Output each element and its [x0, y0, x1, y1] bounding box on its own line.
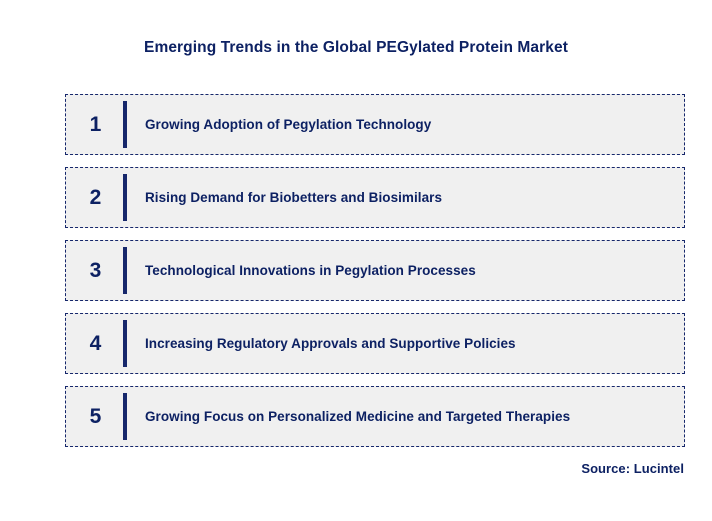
- trend-label: Growing Focus on Personalized Medicine a…: [145, 408, 571, 424]
- trend-label: Rising Demand for Biobetters and Biosimi…: [145, 189, 443, 205]
- trend-item-4: 4 Increasing Regulatory Approvals and Su…: [65, 313, 685, 374]
- page-title: Emerging Trends in the Global PEGylated …: [144, 39, 568, 56]
- vertical-divider-bar: [123, 247, 127, 294]
- trend-number: 5: [89, 405, 102, 428]
- trend-label: Growing Adoption of Pegylation Technolog…: [145, 116, 432, 132]
- trend-label: Technological Innovations in Pegylation …: [145, 262, 476, 278]
- trend-label: Increasing Regulatory Approvals and Supp…: [145, 335, 516, 351]
- trend-list: 1 Growing Adoption of Pegylation Technol…: [65, 94, 685, 447]
- vertical-divider-bar: [123, 320, 127, 367]
- trend-item-5: 5 Growing Focus on Personalized Medicine…: [65, 386, 685, 447]
- trend-number: 3: [89, 259, 102, 282]
- trend-item-3: 3 Technological Innovations in Pegylatio…: [65, 240, 685, 301]
- vertical-divider-bar: [123, 101, 127, 148]
- trend-item-1: 1 Growing Adoption of Pegylation Technol…: [65, 94, 685, 155]
- source-attribution: Source: Lucintel: [581, 461, 684, 476]
- trend-item-2: 2 Rising Demand for Biobetters and Biosi…: [65, 167, 685, 228]
- vertical-divider-bar: [123, 174, 127, 221]
- trend-number: 1: [89, 113, 102, 136]
- trend-number: 4: [89, 332, 102, 355]
- vertical-divider-bar: [123, 393, 127, 440]
- trend-number: 2: [89, 186, 102, 209]
